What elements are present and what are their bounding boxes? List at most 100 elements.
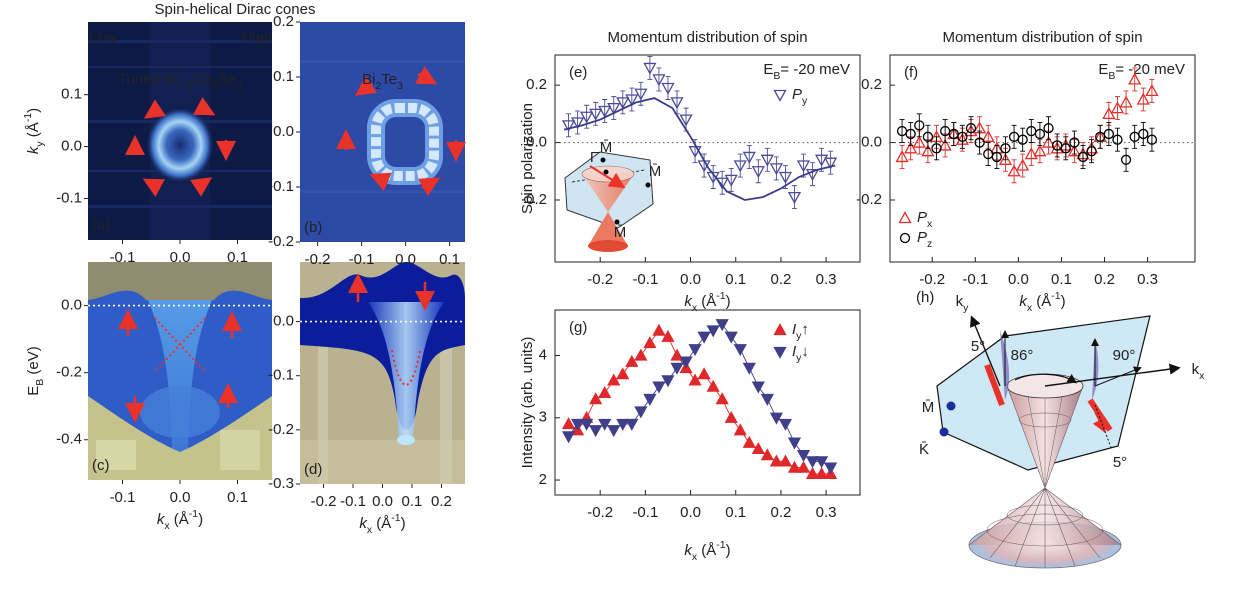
x-axis-label: kx (Å-1): [684, 290, 730, 314]
error-bar: [908, 122, 914, 146]
inset-label: M̄: [614, 224, 627, 241]
art-shape: [189, 177, 213, 197]
text-part: -1: [391, 512, 400, 524]
legend-marker: [899, 232, 911, 244]
y-tick-label: 0.0: [861, 134, 882, 151]
data-point: [965, 123, 977, 134]
art-shape: [88, 40, 272, 43]
panel-e-inset: [564, 151, 654, 252]
art-shape: [1087, 398, 1113, 432]
error-bar: [1011, 159, 1017, 184]
art-shape: [968, 487, 1122, 568]
text-part: ): [1061, 293, 1066, 310]
data-point: [742, 435, 756, 448]
art-shape: [193, 97, 216, 116]
data-point: [625, 94, 639, 107]
error-bar: [701, 153, 707, 178]
y-tick-label: 0.0: [273, 313, 294, 330]
y-tick-label: -0.3: [268, 475, 294, 492]
data-point: [742, 362, 756, 375]
plot-frame: [554, 54, 861, 263]
x-tick-label: -0.2: [587, 504, 613, 521]
data-point: [724, 410, 738, 423]
data-point: [895, 150, 909, 163]
data-point: [643, 62, 657, 75]
annotation: EB= -20 meV: [1098, 61, 1185, 82]
material-label: Bi2Te3: [362, 71, 403, 92]
art-shape: [984, 363, 1005, 407]
error-bar: [1011, 124, 1017, 149]
x-tick-label: -0.1: [349, 251, 375, 268]
x-tick-label: -0.1: [110, 489, 136, 506]
text-part: x: [367, 524, 373, 536]
error-bar: [1097, 124, 1103, 149]
panel-label: (c): [92, 457, 110, 474]
data-point: [570, 418, 585, 431]
data-point: [1016, 158, 1030, 171]
legend-marker: [898, 211, 912, 224]
data-point: [938, 138, 952, 151]
text-part: E: [1098, 61, 1108, 78]
data-point: [679, 356, 693, 369]
y-tick-label: -0.2: [856, 191, 882, 208]
text-part: B: [34, 379, 46, 386]
text-part: B: [1108, 70, 1115, 82]
panel-a-image: [88, 22, 272, 240]
error-bar: [968, 116, 974, 141]
text-part: ): [198, 511, 203, 528]
panel-label: (f): [904, 64, 918, 81]
error-bar: [764, 147, 770, 172]
panel-label: (g): [569, 319, 587, 336]
text-part: ): [25, 108, 42, 113]
art-shape: [1044, 363, 1181, 387]
data-point: [760, 154, 774, 167]
material-label: Tuned Bi2-δCaδSe3: [118, 71, 242, 92]
data-point: [688, 146, 702, 159]
panel-c-image: [88, 262, 272, 480]
error-bar: [1063, 136, 1069, 161]
y-tick-label: 0.2: [861, 76, 882, 93]
x-tick-label: 0.2: [770, 504, 791, 521]
text-part: (Å: [1032, 293, 1051, 310]
text-part: k: [1192, 361, 1200, 378]
data-point: [914, 120, 925, 131]
data-point: [598, 105, 612, 118]
data-point: [661, 82, 675, 95]
data-point: [1000, 143, 1011, 154]
colorbar-low: Low: [89, 29, 117, 46]
chart-title: Momentum distribution of spin: [607, 29, 807, 46]
error-bar: [994, 144, 1000, 169]
data-point: [715, 319, 729, 332]
colorbar-high: High: [242, 29, 273, 46]
annotation: EB= -20 meV: [763, 61, 850, 82]
error-bar: [951, 122, 957, 146]
data-point: [1110, 101, 1125, 114]
error-bar: [1114, 127, 1120, 152]
error-bar: [1002, 136, 1008, 161]
legend-label: Iy↑: [792, 321, 809, 342]
data-point: [589, 392, 603, 405]
text-part: k: [684, 293, 693, 310]
data-point: [1102, 107, 1116, 120]
x-tick-label: -0.2: [305, 251, 331, 268]
data-point: [991, 151, 1002, 163]
x-tick-label: 0.2: [1094, 271, 1115, 288]
data-point: [706, 325, 720, 338]
data-point: [904, 141, 918, 154]
data-point: [607, 373, 621, 386]
text-part: 86°: [1011, 347, 1034, 364]
data-point: [661, 329, 675, 342]
x-tick-label: 0.1: [227, 249, 248, 266]
data-point: [1103, 128, 1114, 140]
error-bar: [1020, 127, 1026, 152]
text-part: k: [956, 293, 964, 310]
text-part: P: [917, 209, 927, 226]
text-part: 5°: [1113, 454, 1127, 471]
error-bar: [899, 119, 905, 144]
data-point: [1136, 92, 1150, 105]
data-point: [724, 331, 738, 344]
text-part: δ: [212, 80, 218, 92]
y-tick-label: 0.0: [61, 138, 82, 155]
error-bar: [755, 159, 761, 184]
text-part: y: [796, 330, 802, 342]
